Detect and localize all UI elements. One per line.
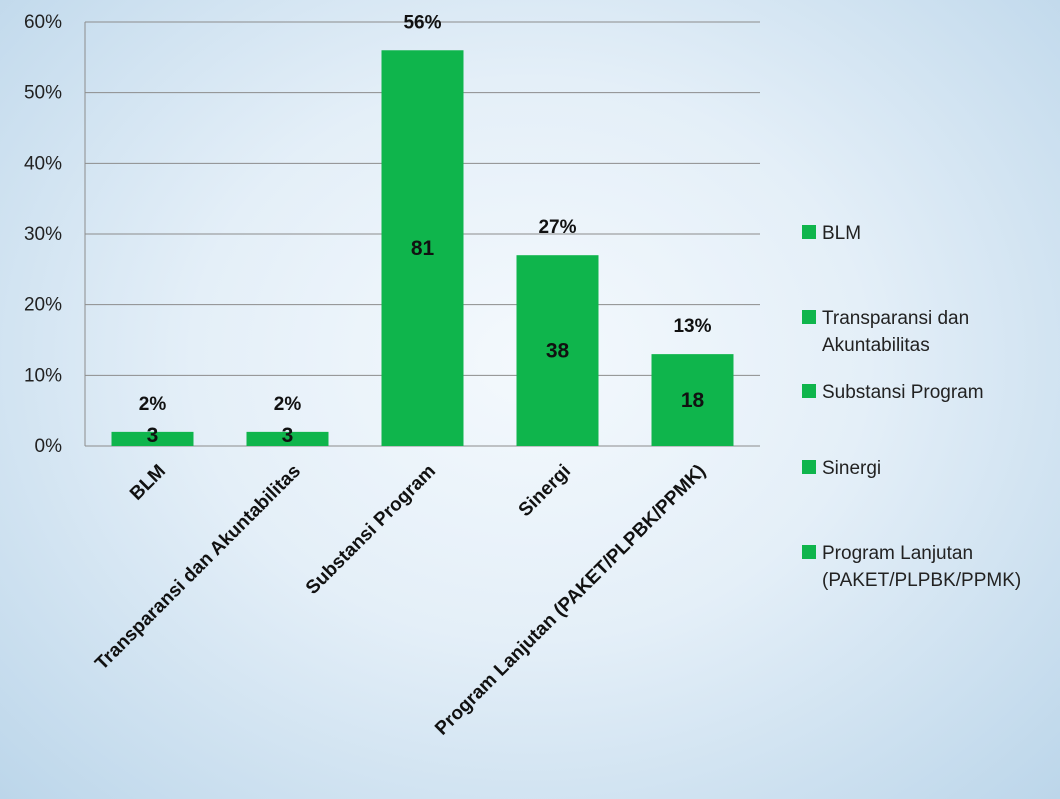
y-tick-label: 0% — [35, 436, 63, 457]
percent-label: 13% — [673, 316, 711, 337]
legend-label: Substansi Program — [822, 382, 984, 403]
bar — [651, 354, 734, 446]
legend-label: Program Lanjutan — [822, 543, 973, 564]
data-labels: 2% 3 2% 3 56% 81 27% 38 13% 18 — [139, 12, 712, 447]
legend-label: (PAKET/PLPBK/PPMK) — [822, 570, 1021, 591]
legend: BLM Transparansi dan Akuntabilitas Substans… — [802, 223, 1021, 591]
percent-label: 56% — [403, 12, 441, 33]
legend-label: Transparansi dan — [822, 308, 969, 329]
legend-label: Sinergi — [822, 458, 881, 479]
percent-label: 2% — [274, 394, 302, 415]
legend-label: Akuntabilitas — [822, 335, 930, 356]
count-label: 81 — [411, 237, 435, 260]
y-tick-label: 50% — [24, 83, 62, 104]
legend-swatch — [802, 545, 816, 559]
bars — [111, 50, 734, 447]
y-tick-label: 40% — [24, 153, 62, 174]
percent-label: 2% — [139, 394, 167, 415]
legend-swatch — [802, 384, 816, 398]
y-tick-label: 20% — [24, 295, 62, 316]
legend-label: BLM — [822, 223, 861, 244]
category-label: Program Lanjutan (PAKET/PLPBK/PPMK) — [431, 461, 710, 740]
legend-swatch — [802, 460, 816, 474]
category-label: Transparansi dan Akuntabilitas — [91, 461, 305, 675]
y-tick-label: 60% — [24, 12, 62, 33]
count-label: 3 — [147, 424, 159, 447]
bar — [111, 431, 194, 446]
bar — [516, 255, 599, 446]
bar — [381, 50, 464, 447]
legend-swatch — [802, 310, 816, 324]
bar — [246, 431, 329, 446]
category-label: Substansi Program — [302, 461, 440, 599]
category-label: Sinergi — [515, 461, 575, 521]
percent-label: 27% — [538, 217, 576, 238]
y-tick-label: 10% — [24, 365, 62, 386]
count-label: 18 — [681, 389, 705, 412]
y-tick-label: 30% — [24, 224, 62, 245]
y-axis-tick-labels: 0% 10% 20% 30% 40% 50% 60% — [24, 12, 62, 457]
count-label: 38 — [546, 340, 570, 363]
legend-swatch — [802, 225, 816, 239]
category-label: BLM — [126, 461, 170, 505]
count-label: 3 — [282, 424, 294, 447]
